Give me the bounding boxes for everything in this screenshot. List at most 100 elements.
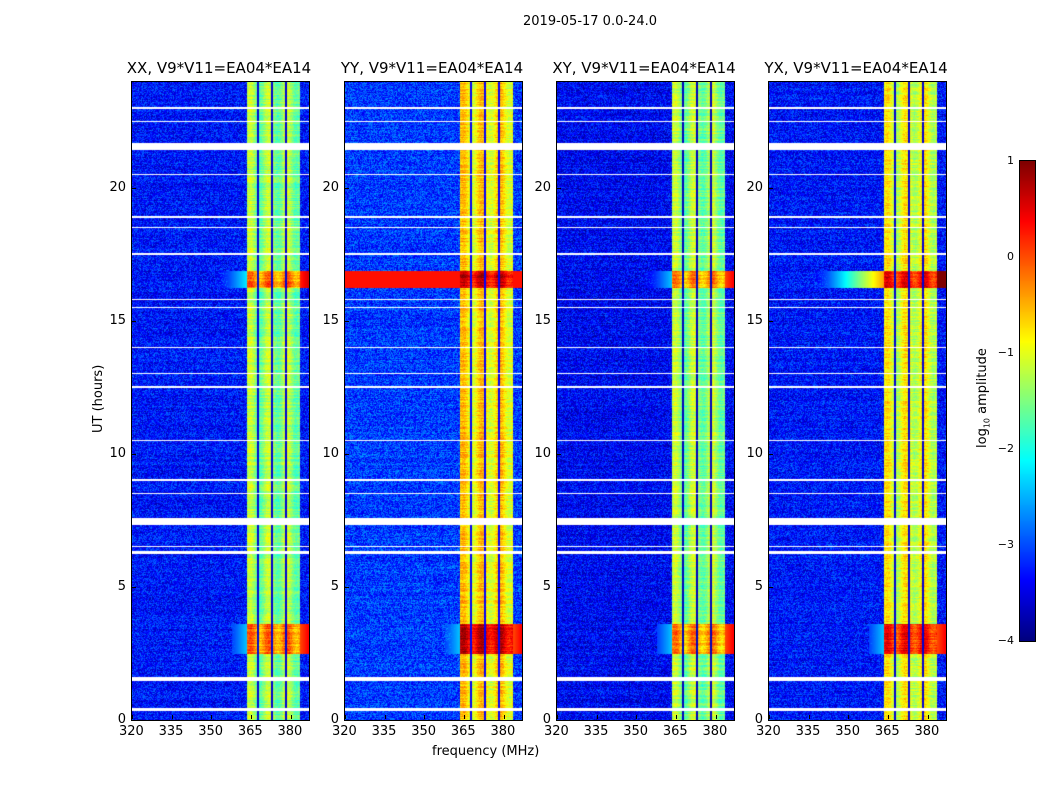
y-tick-label: 5 xyxy=(542,579,551,595)
y-tick-mark xyxy=(132,188,136,190)
panel-title: YX, V9*V11=EA04*EA14 xyxy=(764,59,948,77)
y-tick-label: 10 xyxy=(322,446,339,462)
x-tick-mark xyxy=(503,715,505,719)
heatmap-image xyxy=(557,82,734,720)
spectrogram-panel xyxy=(768,81,947,721)
x-tick-mark xyxy=(927,715,929,719)
x-tick-mark xyxy=(808,715,810,719)
y-tick-mark xyxy=(345,188,349,190)
panel-title: YY, V9*V11=EA04*EA14 xyxy=(340,59,524,77)
y-tick-label: 20 xyxy=(534,180,551,196)
y-tick-label: 10 xyxy=(534,446,551,462)
y-tick-mark xyxy=(132,587,136,589)
colorbar xyxy=(1019,160,1036,642)
x-tick-mark xyxy=(596,715,598,719)
y-tick-mark xyxy=(769,720,773,721)
y-tick-mark xyxy=(557,720,561,721)
colorbar-tick-label: −2 xyxy=(997,442,1014,455)
colorbar-label: log10 amplitude xyxy=(975,348,992,448)
y-tick-label: 10 xyxy=(109,446,126,462)
y-tick-mark xyxy=(557,587,561,589)
x-tick-label: 350 xyxy=(411,724,437,739)
x-tick-label: 350 xyxy=(623,724,649,739)
y-tick-mark xyxy=(345,454,349,456)
x-tick-label: 320 xyxy=(332,724,357,739)
colorbar-tick-label: −1 xyxy=(997,346,1014,359)
x-tick-label: 380 xyxy=(702,724,728,739)
y-axis-label: UT (hours) xyxy=(91,364,106,433)
x-tick-mark xyxy=(715,715,717,719)
y-tick-mark xyxy=(132,454,136,456)
x-tick-label: 320 xyxy=(544,724,569,739)
panel-title: XY, V9*V11=EA04*EA14 xyxy=(552,59,736,77)
y-tick-label: 20 xyxy=(322,180,339,196)
spectrogram-panel xyxy=(344,81,523,721)
x-tick-label: 365 xyxy=(237,724,263,739)
x-tick-label: 320 xyxy=(119,724,144,739)
y-tick-mark xyxy=(557,188,561,190)
y-tick-mark xyxy=(345,587,349,589)
x-tick-mark xyxy=(171,715,173,719)
x-tick-mark xyxy=(636,715,638,719)
colorbar-tick-label: −3 xyxy=(997,538,1014,551)
x-tick-label: 335 xyxy=(795,724,821,739)
x-tick-label: 320 xyxy=(756,724,781,739)
y-tick-label: 20 xyxy=(746,180,763,196)
y-tick-mark xyxy=(345,720,349,721)
y-tick-mark xyxy=(132,321,136,323)
y-tick-mark xyxy=(557,454,561,456)
x-tick-mark xyxy=(848,715,850,719)
y-tick-mark xyxy=(345,321,349,323)
heatmap-image xyxy=(769,82,946,720)
y-tick-label: 15 xyxy=(322,313,339,329)
figure-title: 2019-05-17 0.0-24.0 xyxy=(523,14,657,29)
x-tick-mark xyxy=(557,715,558,719)
x-tick-label: 335 xyxy=(583,724,609,739)
y-tick-label: 5 xyxy=(754,579,763,595)
x-tick-mark xyxy=(132,715,133,719)
y-tick-mark xyxy=(769,587,773,589)
x-tick-mark xyxy=(424,715,426,719)
heatmap-image xyxy=(345,82,522,720)
x-tick-mark xyxy=(345,715,346,719)
x-tick-mark xyxy=(250,715,252,719)
spectrogram-panel xyxy=(131,81,310,721)
y-tick-label: 0 xyxy=(117,712,126,727)
y-tick-mark xyxy=(132,720,136,721)
y-tick-label: 20 xyxy=(109,180,126,196)
y-tick-mark xyxy=(769,454,773,456)
y-tick-label: 15 xyxy=(109,313,126,329)
heatmap-image xyxy=(132,82,309,720)
x-tick-mark xyxy=(211,715,213,719)
x-tick-mark xyxy=(384,715,386,719)
colorbar-tick-label: −4 xyxy=(997,634,1014,647)
x-tick-label: 335 xyxy=(371,724,397,739)
colorbar-tick-label: 0 xyxy=(1007,250,1014,263)
y-tick-mark xyxy=(769,188,773,190)
x-tick-label: 380 xyxy=(277,724,303,739)
y-tick-label: 0 xyxy=(330,712,339,727)
x-tick-label: 335 xyxy=(158,724,184,739)
x-tick-mark xyxy=(675,715,677,719)
y-tick-mark xyxy=(557,321,561,323)
colorbar-tick-label: 1 xyxy=(1007,154,1014,167)
x-tick-label: 365 xyxy=(662,724,688,739)
x-tick-label: 380 xyxy=(490,724,516,739)
y-tick-label: 5 xyxy=(330,579,339,595)
y-tick-mark xyxy=(769,321,773,323)
y-tick-label: 0 xyxy=(754,712,763,727)
x-tick-mark xyxy=(463,715,465,719)
x-tick-label: 350 xyxy=(835,724,861,739)
y-tick-label: 5 xyxy=(117,579,126,595)
y-tick-label: 0 xyxy=(542,712,551,727)
x-tick-label: 365 xyxy=(450,724,476,739)
x-axis-label: frequency (MHz) xyxy=(432,744,540,759)
x-tick-label: 380 xyxy=(914,724,940,739)
spectrogram-panel xyxy=(556,81,735,721)
x-tick-mark xyxy=(887,715,889,719)
panel-title: XX, V9*V11=EA04*EA14 xyxy=(126,59,312,77)
x-tick-mark xyxy=(769,715,770,719)
x-tick-mark xyxy=(290,715,292,719)
y-tick-label: 10 xyxy=(746,446,763,462)
